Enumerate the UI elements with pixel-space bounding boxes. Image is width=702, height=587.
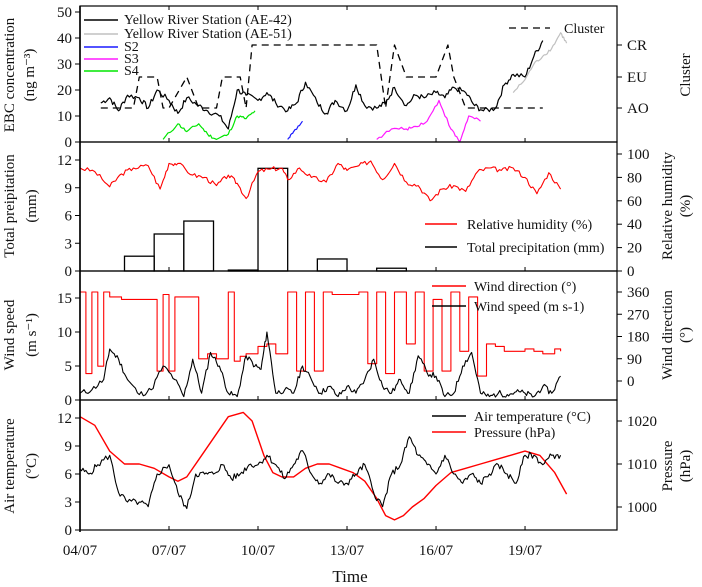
legend-label: S3	[124, 52, 139, 67]
rh-y-tick-label: 80	[627, 170, 642, 186]
rh-y-tick-label: 0	[627, 264, 635, 280]
cluster-line	[100, 44, 543, 109]
wind-speed-y-tick-label: 10	[57, 325, 72, 341]
precip-y-tick-label: 9	[65, 181, 73, 197]
ebc-line-s4	[162, 110, 256, 140]
precip-y-axis-title: Total preipitation	[2, 154, 18, 258]
legend-label: Pressure (hPa)	[474, 426, 556, 441]
temp-y-tick-label: 12	[57, 411, 72, 427]
wind-speed-y-tick-label: 5	[65, 359, 73, 375]
temp-y-tick-label: 9	[65, 439, 73, 455]
wind-dir-y-tick-label: 90	[627, 352, 642, 368]
wind-speed-line	[79, 331, 561, 398]
wind-dir-axis-title: Wind direction	[660, 290, 676, 380]
precip-y-tick-label: 3	[65, 236, 73, 252]
legend-label: Air temperature (°C)	[474, 410, 591, 425]
legend-label: Relative humidity (%)	[467, 218, 593, 233]
ebc-line-s2	[287, 120, 303, 140]
ebc-y-tick-label: 40	[57, 31, 72, 47]
precip-y-axis-unit: (mm)	[24, 189, 40, 222]
cluster-y-tick-label: EU	[627, 70, 647, 86]
rh-y-tick-label: 40	[627, 217, 642, 233]
pressure-y-tick-label: 1010	[627, 457, 657, 473]
x-tick-label: 13/07	[330, 543, 365, 559]
precip-bar	[257, 167, 289, 272]
pressure-y-tick-label: 1020	[627, 414, 657, 430]
precip-bar	[153, 233, 185, 272]
legend-label: Yellow River Station (AE-42)	[124, 13, 292, 28]
wind-y-axis-title: Wind speed	[2, 299, 18, 370]
cluster-axis-title: Cluster	[678, 53, 694, 96]
ebc-y-tick-label: 50	[57, 5, 72, 21]
wind-dir-y-tick-label: 180	[627, 330, 650, 346]
rh-axis-unit: (%)	[678, 195, 694, 218]
ebc-y-tick-label: 20	[57, 83, 72, 99]
legend-label: Yellow River Station (AE-51)	[124, 27, 292, 42]
x-tick-label: 19/07	[508, 543, 543, 559]
wind-dir-axis-unit: (°)	[678, 327, 694, 343]
x-tick-label: 04/07	[63, 543, 98, 559]
temp-y-tick-label: 0	[65, 523, 73, 539]
precip-bar	[316, 258, 348, 272]
rh-y-tick-label: 20	[627, 241, 642, 257]
legend-label: S4	[124, 64, 139, 79]
wind-y-axis-unit: (m s⁻¹)	[24, 313, 40, 357]
ebc-line-s3	[376, 99, 481, 143]
pressure-axis-unit: (hPa)	[678, 450, 694, 483]
precip-bar	[183, 220, 215, 272]
wind-speed-y-tick-label: 0	[65, 393, 73, 409]
legend-label: Wind speed (m s-1)	[474, 300, 585, 315]
legend-label: Cluster	[564, 22, 605, 37]
rh-y-tick-label: 100	[627, 147, 650, 163]
wind-speed-y-tick-label: 15	[57, 291, 72, 307]
ebc-y-tick-label: 30	[57, 57, 72, 73]
precip-bar	[123, 255, 155, 272]
ebc-y-axis-title: EBC concentration	[2, 17, 18, 132]
ebc-y-tick-label: 0	[65, 135, 73, 151]
temp-y-axis-unit: (°C)	[24, 453, 40, 479]
temp-y-axis-title: Air temperature	[2, 418, 18, 514]
cluster-y-tick-label: AO	[627, 101, 649, 117]
pressure-axis-title: Pressure	[660, 440, 676, 491]
ebc-y-axis-unit: (ng m⁻³)	[22, 49, 38, 102]
x-axis-title: Time	[332, 567, 367, 586]
temp-y-tick-label: 3	[65, 495, 73, 511]
legends: Yellow River Station (AE-42)Yellow River…	[84, 13, 605, 441]
wind-direction-line	[80, 291, 562, 377]
pressure-y-tick-label: 1000	[627, 500, 657, 516]
rh-axis-title: Relative humidity	[660, 152, 676, 260]
x-tick-label: 07/07	[152, 543, 187, 559]
wind-dir-y-tick-label: 360	[627, 285, 650, 301]
legend-label: Total precipitation (mm)	[467, 241, 605, 256]
plot-area	[79, 32, 568, 521]
ebc-line-yellow-river-station-ae-42-	[100, 40, 544, 130]
rh-y-tick-label: 60	[627, 194, 642, 210]
legend-label: Wind direction (°)	[474, 280, 577, 295]
axes	[75, 5, 622, 532]
x-tick-label: 16/07	[419, 543, 454, 559]
rh-line	[79, 160, 562, 202]
legend-label: S2	[124, 40, 139, 55]
air-temperature-line	[79, 436, 562, 510]
x-tick-label: 10/07	[241, 543, 276, 559]
ebc-y-tick-label: 10	[57, 109, 72, 125]
precip-y-tick-label: 0	[65, 264, 73, 280]
ebc-line-yellow-river-station-ae-51-	[512, 32, 568, 93]
precip-y-tick-label: 12	[57, 153, 72, 169]
wind-dir-y-tick-label: 0	[627, 374, 635, 390]
precip-y-tick-label: 6	[65, 209, 73, 225]
temp-y-tick-label: 6	[65, 467, 73, 483]
wind-dir-y-tick-label: 270	[627, 307, 650, 323]
cluster-y-tick-label: CR	[627, 38, 647, 54]
